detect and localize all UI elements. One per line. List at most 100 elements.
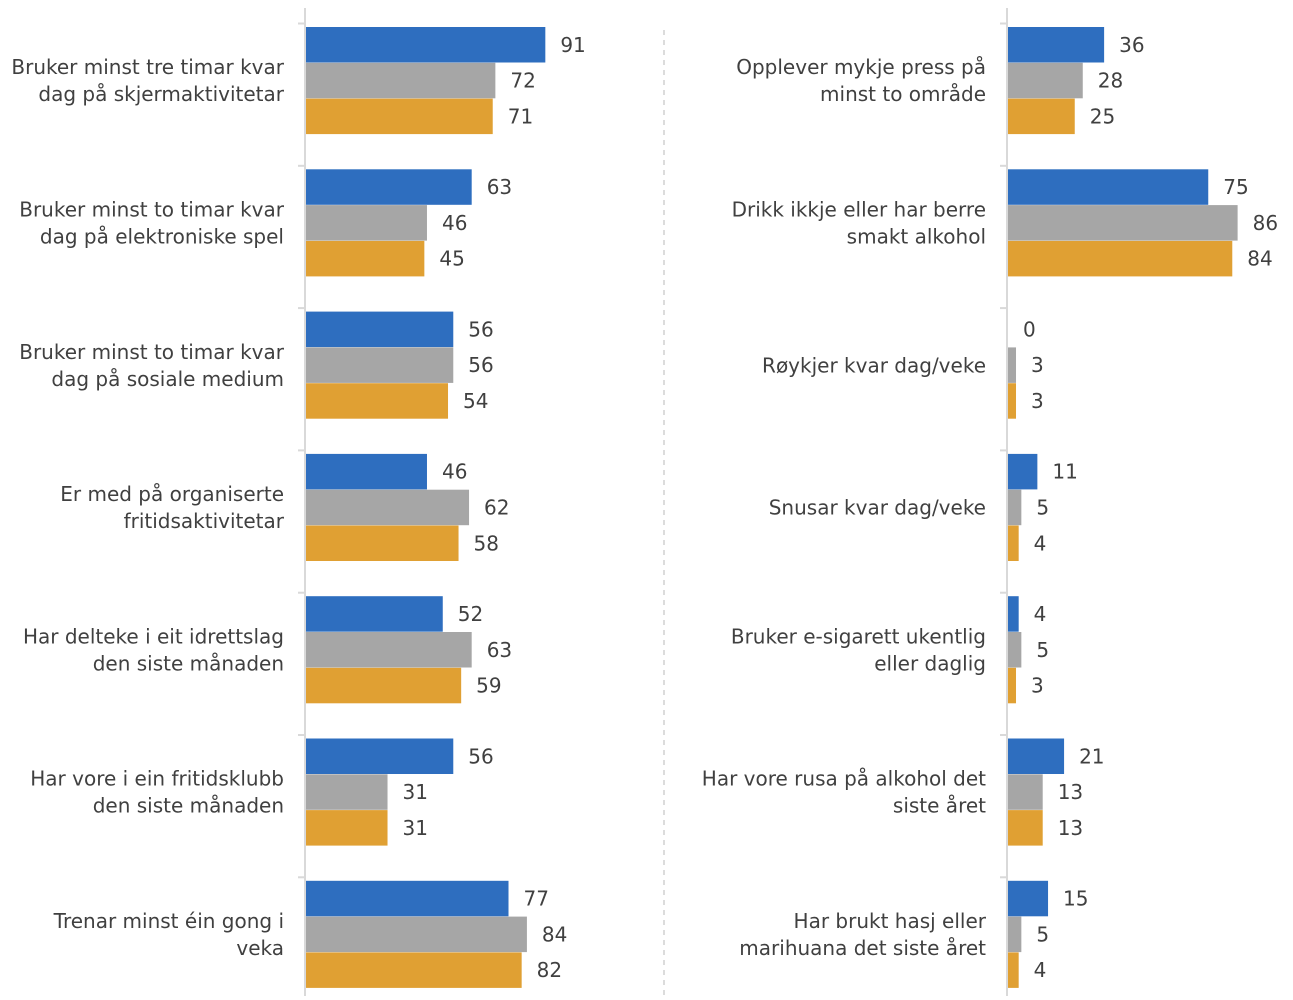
right-value-label: 3 (1031, 674, 1044, 698)
right-category-label: Har vore rusa på alkohol det siste året (702, 767, 986, 818)
right-bar-series1 (1008, 738, 1065, 774)
left-bar-series3 (306, 952, 522, 988)
left-bar-series2 (306, 62, 496, 99)
left-value-label: 82 (537, 958, 562, 982)
left-category-label: Er med på organiserte fritidsaktivitetar (60, 482, 285, 533)
right-value-label: 84 (1247, 247, 1272, 271)
right-category-label: Snusar kvar dag/veke (769, 496, 986, 520)
right-value-label: 15 (1063, 887, 1088, 911)
left-category-label-line: Er med på organiserte (60, 482, 284, 506)
left-value-label: 46 (442, 460, 467, 484)
right-bar-series2 (1008, 62, 1083, 99)
left-value-label: 46 (442, 211, 467, 235)
right-category-label-line: Snusar kvar dag/veke (769, 496, 986, 520)
left-category-label-line: veka (236, 936, 284, 960)
left-category-label-line: Har delteke i eit idrettslag (23, 624, 284, 648)
right-bar-series1 (1008, 880, 1049, 917)
right-category-label: Opplever mykje press på minst to område (736, 55, 986, 106)
right-bar-series3 (1008, 667, 1017, 704)
right-value-label: 4 (1034, 531, 1047, 555)
left-value-label: 58 (474, 531, 499, 555)
left-value-label: 56 (468, 744, 493, 768)
left-value-label: 62 (484, 495, 509, 519)
left-category-label: Trenar minst éin gong i veka (53, 909, 284, 960)
right-value-label: 5 (1036, 638, 1049, 662)
left-category-label: Har delteke i eit idrettslag den siste må… (23, 624, 284, 675)
left-bar-series2 (306, 205, 427, 241)
right-bar-series3 (1008, 952, 1019, 988)
right-bar-series3 (1008, 98, 1075, 135)
right-category-label: Røykjer kvar dag/veke (762, 353, 986, 377)
left-value-label: 91 (560, 33, 585, 57)
right-category-label: Har brukt hasj eller marihuana det siste … (739, 909, 986, 960)
right-bar-series1 (1008, 27, 1105, 63)
left-category-label-line: fritidsaktivitetar (124, 509, 285, 533)
right-bar-series3 (1008, 525, 1019, 561)
left-bar-series2 (306, 632, 472, 668)
left-bar-series3 (306, 667, 462, 704)
left-bar-series2 (306, 347, 454, 383)
left-bar-series2 (306, 489, 470, 526)
right-bar-series2 (1008, 347, 1017, 383)
right-value-label: 28 (1098, 69, 1123, 93)
left-value-label: 63 (487, 638, 512, 662)
left-value-label: 72 (510, 69, 535, 93)
left-category-label-line: Trenar minst éin gong i (53, 909, 284, 933)
left-bar-series1 (306, 453, 427, 490)
right-category-label-line: Opplever mykje press på (736, 55, 986, 79)
left-category-label-line: dag på sosiale medium (51, 367, 284, 391)
left-category-label-line: Har vore i ein fritidsklubb (30, 767, 284, 791)
left-category-label: Har vore i ein fritidsklubb den siste mån… (30, 767, 284, 818)
left-bar-series3 (306, 98, 493, 135)
right-bar-series3 (1008, 383, 1017, 419)
left-value-label: 71 (508, 104, 533, 128)
left-bar-series1 (306, 596, 443, 632)
left-bar-series3 (306, 383, 449, 419)
left-bar-series1 (306, 311, 454, 348)
left-value-label: 31 (403, 816, 428, 840)
right-value-label: 21 (1079, 744, 1104, 768)
right-category-label-line: eller daglig (874, 651, 986, 675)
right-category-label-line: siste året (893, 794, 986, 818)
right-category-label: Bruker e-sigarett ukentlig eller daglig (731, 624, 986, 675)
left-category-label-line: den siste månaden (93, 651, 284, 675)
left-category-label-line: den siste månaden (93, 794, 284, 818)
left-value-label: 56 (468, 353, 493, 377)
right-value-label: 3 (1031, 389, 1044, 413)
left-category-label-line: Bruker minst to timar kvar (19, 340, 285, 364)
left-bar-series1 (306, 738, 454, 774)
left-bar-series1 (306, 169, 472, 205)
left-bar-series1 (306, 27, 546, 63)
left-bar-series2 (306, 774, 388, 810)
right-value-label: 3 (1031, 353, 1044, 377)
left-bar-series3 (306, 525, 459, 561)
left-value-label: 31 (403, 780, 428, 804)
right-value-label: 0 (1023, 317, 1036, 341)
right-value-label: 25 (1090, 104, 1115, 128)
left-category-label-line: Bruker minst tre timar kvar (11, 55, 284, 79)
right-value-label: 13 (1058, 780, 1083, 804)
right-value-label: 86 (1253, 211, 1278, 235)
right-bar-series2 (1008, 632, 1022, 668)
left-bar-series3 (306, 240, 425, 277)
right-value-label: 36 (1119, 33, 1144, 57)
right-bar-series1 (1008, 453, 1038, 490)
right-bar-series1 (1008, 169, 1209, 205)
left-value-label: 63 (487, 175, 512, 199)
left-bar-series2 (306, 916, 527, 953)
right-bar-series1 (1008, 596, 1019, 632)
left-category-label-line: dag på skjermaktivitetar (38, 82, 284, 106)
left-value-label: 54 (463, 389, 488, 413)
left-value-label: 84 (542, 922, 567, 946)
left-bar-series1 (306, 880, 509, 917)
right-bar-series3 (1008, 240, 1233, 277)
left-value-label: 77 (524, 887, 549, 911)
right-value-label: 4 (1034, 958, 1047, 982)
right-value-label: 5 (1036, 922, 1049, 946)
right-value-label: 75 (1223, 175, 1248, 199)
right-value-label: 5 (1036, 495, 1049, 519)
left-value-label: 56 (468, 317, 493, 341)
right-value-label: 11 (1052, 460, 1077, 484)
